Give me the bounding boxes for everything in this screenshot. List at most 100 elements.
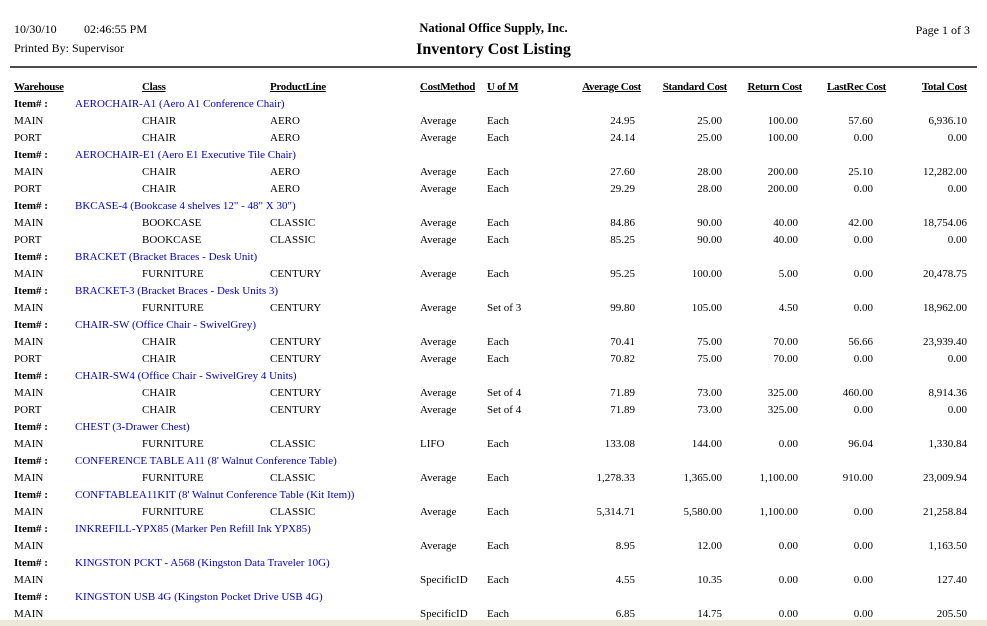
class-cell: FURNITURE [142,506,204,518]
warehouse-cell: MAIN [14,302,44,314]
data-row: MAIN FURNITURE CLASSIC Average Each 1,27… [0,470,987,487]
last-rec-cost-cell: 42.00 [848,217,873,229]
last-rec-cost-cell: 0.00 [853,132,873,144]
cost-method-cell: Average [420,115,457,127]
average-cost-cell: 24.95 [610,115,635,127]
total-cost-cell: 0.00 [947,404,967,416]
class-cell: FURNITURE [142,438,204,450]
product-line-cell: AERO [270,183,300,195]
return-cost-cell: 200.00 [767,183,798,195]
standard-cost-cell: 105.00 [691,302,722,314]
item-label: Item# : [14,591,48,603]
data-row: MAIN CHAIR CENTURY Average Set of 4 71.8… [0,385,987,402]
return-cost-cell: 5.00 [778,268,798,280]
average-cost-cell: 70.41 [610,336,635,348]
average-cost-cell: 5,314.71 [596,506,636,518]
uom-cell: Set of 4 [487,387,522,399]
item-header-row: Item# : CONFERENCE TABLE A11 (8' Walnut … [0,453,987,470]
item-label: Item# : [14,285,48,297]
total-cost-cell: 18,754.06 [923,217,967,229]
item-link[interactable]: BRACKET (Bracket Braces - Desk Unit) [75,251,258,263]
class-cell: CHAIR [142,353,177,365]
standard-cost-cell: 10.35 [697,574,722,586]
item-link[interactable]: CHAIR-SW (Office Chair - SwivelGrey) [75,319,257,331]
item-header-row: Item# : BRACKET (Bracket Braces - Desk U… [0,249,987,266]
item-link[interactable]: AEROCHAIR-A1 (Aero A1 Conference Chair) [75,98,285,110]
uom-cell: Set of 4 [487,404,522,416]
total-cost-cell: 0.00 [947,183,967,195]
item-link[interactable]: CHEST (3-Drawer Chest) [75,421,190,433]
standard-cost-cell: 90.00 [697,234,722,246]
standard-cost-cell: 100.00 [691,268,722,280]
item-label: Item# : [14,251,48,263]
item-link[interactable]: CONFTABLEA11KIT (8' Walnut Conference Ta… [75,489,355,501]
cost-method-cell: Average [420,302,457,314]
item-link[interactable]: CONFERENCE TABLE A11 (8' Walnut Conferen… [75,455,337,467]
uom-cell: Each [487,336,509,348]
item-link[interactable]: INKREFILL-YPX85 (Marker Pen Refill Ink Y… [75,523,311,535]
item-link[interactable]: AEROCHAIR-E1 (Aero E1 Executive Tile Cha… [75,149,296,161]
cost-method-cell: SpecificID [420,574,468,586]
data-row: MAIN FURNITURE CENTURY Average Each 95.2… [0,266,987,283]
item-link[interactable]: BRACKET-3 (Bracket Braces - Desk Units 3… [75,285,279,297]
column-header-last-rec-cost: LastRec Cost [826,81,886,93]
last-rec-cost-cell: 0.00 [853,574,873,586]
standard-cost-cell: 25.00 [697,115,722,127]
standard-cost-cell: 25.00 [697,132,722,144]
data-row: MAIN BOOKCASE CLASSIC Average Each 84.86… [0,215,987,232]
cost-method-cell: Average [420,268,457,280]
cost-method-cell: Average [420,404,457,416]
warehouse-cell: PORT [14,183,42,195]
warehouse-cell: MAIN [14,608,44,620]
return-cost-cell: 100.00 [767,132,798,144]
uom-cell: Each [487,506,509,518]
column-header-cost-method: CostMethod [420,81,476,93]
item-link[interactable]: CHAIR-SW4 (Office Chair - SwivelGrey 4 U… [75,370,297,382]
column-header-standard-cost: Standard Cost [662,81,728,93]
last-rec-cost-cell: 56.66 [848,336,873,348]
warehouse-cell: MAIN [14,438,44,450]
item-link[interactable]: KINGSTON PCKT - A568 (Kingston Data Trav… [75,557,330,569]
total-cost-cell: 20,478.75 [923,268,967,280]
data-row: MAIN FURNITURE CLASSIC Average Each 5,31… [0,504,987,521]
last-rec-cost-cell: 0.00 [853,404,873,416]
average-cost-cell: 1,278.33 [596,472,636,484]
warehouse-cell: MAIN [14,166,44,178]
uom-cell: Each [487,472,509,484]
return-cost-cell: 4.50 [778,302,798,314]
data-row: MAIN SpecificID Each 4.55 10.35 0.00 0.0… [0,572,987,589]
uom-cell: Each [487,217,509,229]
item-link[interactable]: BKCASE-4 (Bookcase 4 shelves 12" - 48" X… [75,200,296,212]
item-link[interactable]: KINGSTON USB 4G (Kingston Pocket Drive U… [75,591,323,603]
cost-method-cell: Average [420,336,457,348]
data-row: PORT CHAIR AERO Average Each 24.14 25.00… [0,130,987,147]
data-row: PORT CHAIR CENTURY Average Set of 4 71.8… [0,402,987,419]
average-cost-cell: 70.82 [610,353,635,365]
warehouse-cell: MAIN [14,472,44,484]
cost-method-cell: LIFO [420,438,445,450]
report-rows: Item# : AEROCHAIR-A1 (Aero A1 Conference… [0,96,987,623]
column-header-product-line: ProductLine [270,81,326,93]
average-cost-cell: 95.25 [610,268,635,280]
report-title: Inventory Cost Listing [416,41,571,58]
standard-cost-cell: 5,580.00 [683,506,723,518]
column-header-warehouse: Warehouse [14,81,64,93]
return-cost-cell: 1,100.00 [759,506,799,518]
data-row: PORT CHAIR AERO Average Each 29.29 28.00… [0,181,987,198]
data-row: PORT BOOKCASE CLASSIC Average Each 85.25… [0,232,987,249]
class-cell: BOOKCASE [142,217,202,229]
uom-cell: Each [487,166,509,178]
standard-cost-cell: 90.00 [697,217,722,229]
uom-cell: Each [487,183,509,195]
product-line-cell: CLASSIC [270,217,316,229]
last-rec-cost-cell: 0.00 [853,268,873,280]
bottom-strip [0,620,987,626]
product-line-cell: CENTURY [270,353,322,365]
class-cell: CHAIR [142,183,177,195]
total-cost-cell: 205.50 [936,608,967,620]
total-cost-cell: 23,009.94 [923,472,967,484]
standard-cost-cell: 1,365.00 [683,472,723,484]
class-cell: CHAIR [142,387,177,399]
product-line-cell: AERO [270,132,300,144]
product-line-cell: CENTURY [270,404,322,416]
